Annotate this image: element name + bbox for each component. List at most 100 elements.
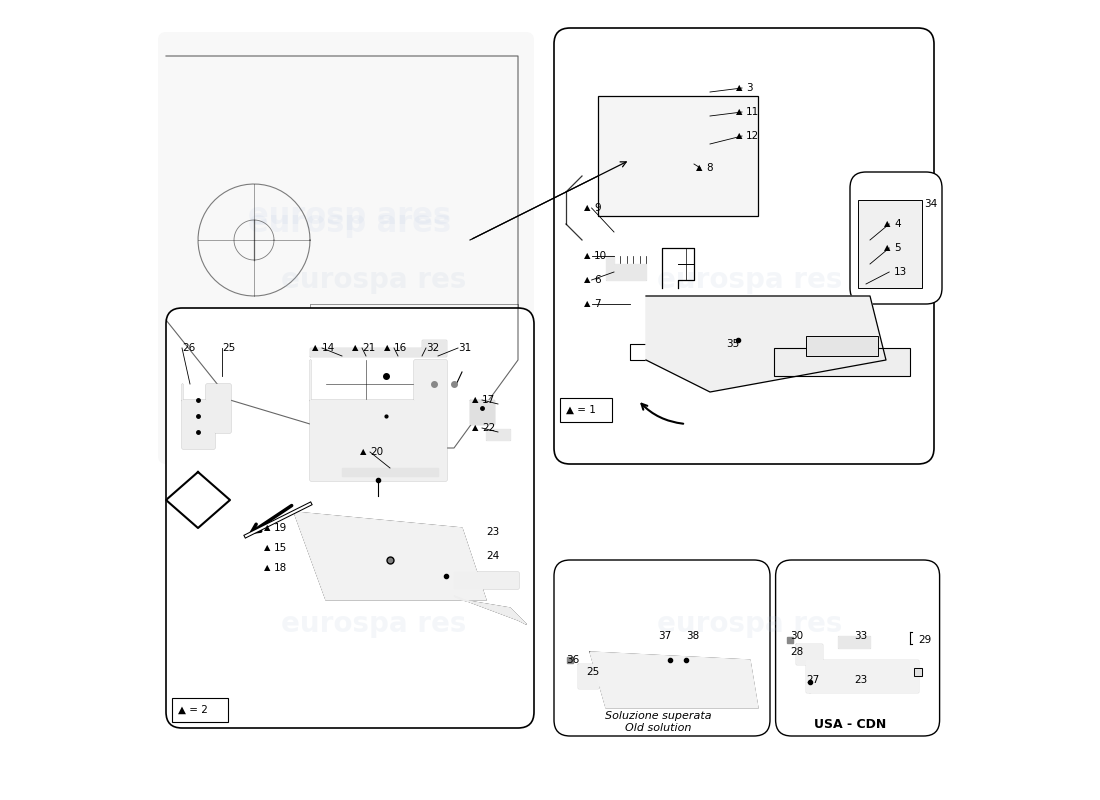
- FancyBboxPatch shape: [554, 28, 934, 464]
- Polygon shape: [166, 472, 230, 528]
- Text: ▲: ▲: [352, 343, 358, 353]
- Text: ▲: ▲: [695, 163, 702, 173]
- Text: 12: 12: [746, 131, 759, 141]
- Text: eurosp ares: eurosp ares: [249, 210, 452, 238]
- Polygon shape: [806, 660, 918, 692]
- Text: 22: 22: [482, 423, 495, 433]
- Text: ▲: ▲: [264, 563, 270, 573]
- Text: 30: 30: [790, 631, 803, 641]
- FancyBboxPatch shape: [850, 172, 942, 304]
- Text: 23: 23: [486, 527, 499, 537]
- Text: 3: 3: [746, 83, 752, 93]
- Text: ▲: ▲: [384, 343, 390, 353]
- Text: 13: 13: [894, 267, 908, 277]
- Text: 29: 29: [918, 635, 932, 645]
- Text: eurosp ares: eurosp ares: [249, 202, 452, 230]
- Polygon shape: [578, 664, 598, 688]
- Text: 10: 10: [594, 251, 607, 261]
- Bar: [774, 348, 910, 376]
- Text: 9: 9: [594, 203, 601, 213]
- Polygon shape: [342, 468, 438, 476]
- Text: eurospa res: eurospa res: [282, 610, 466, 638]
- FancyBboxPatch shape: [158, 32, 534, 464]
- Text: ▲: ▲: [736, 107, 743, 117]
- Polygon shape: [606, 256, 646, 280]
- Text: 5: 5: [894, 243, 901, 253]
- Text: ▲: ▲: [583, 299, 590, 309]
- Text: ▲: ▲: [472, 395, 478, 405]
- Text: 31: 31: [458, 343, 471, 353]
- Text: ▲: ▲: [883, 219, 890, 229]
- Text: ▲: ▲: [736, 131, 743, 141]
- Polygon shape: [454, 572, 518, 588]
- Text: ▲ = 2: ▲ = 2: [178, 705, 208, 715]
- FancyBboxPatch shape: [560, 398, 612, 422]
- Text: 6: 6: [594, 275, 601, 285]
- Text: eurosp ares: eurosp ares: [249, 530, 452, 558]
- Polygon shape: [590, 652, 758, 708]
- Text: ▲: ▲: [583, 203, 590, 213]
- Text: ▲: ▲: [264, 523, 270, 533]
- Text: 38: 38: [686, 631, 700, 641]
- Text: ▲: ▲: [360, 447, 366, 457]
- Text: 17: 17: [482, 395, 495, 405]
- FancyBboxPatch shape: [166, 308, 534, 728]
- Text: ▲: ▲: [583, 275, 590, 285]
- Text: 8: 8: [706, 163, 713, 173]
- Text: eurosp ares: eurosp ares: [249, 530, 452, 558]
- Text: 16: 16: [394, 343, 407, 353]
- Text: 23: 23: [854, 675, 867, 685]
- Text: 33: 33: [854, 631, 867, 641]
- Text: 25: 25: [222, 343, 235, 353]
- Polygon shape: [796, 644, 822, 664]
- Polygon shape: [294, 512, 486, 600]
- Text: eurosp ares: eurosp ares: [249, 370, 452, 398]
- Text: ▲ = 1: ▲ = 1: [566, 405, 596, 415]
- Polygon shape: [486, 429, 510, 440]
- Text: 7: 7: [594, 299, 601, 309]
- Polygon shape: [310, 340, 446, 356]
- Text: 35: 35: [726, 339, 739, 349]
- Text: 11: 11: [746, 107, 759, 117]
- Text: 15: 15: [274, 543, 287, 553]
- Text: 26: 26: [182, 343, 196, 353]
- Text: eurospa res: eurospa res: [282, 266, 466, 294]
- FancyBboxPatch shape: [554, 560, 770, 736]
- Text: 37: 37: [658, 631, 671, 641]
- Text: eurospa res: eurospa res: [658, 266, 843, 294]
- FancyBboxPatch shape: [776, 560, 939, 736]
- Text: 34: 34: [924, 199, 937, 209]
- Text: ▲: ▲: [472, 423, 478, 433]
- Polygon shape: [182, 384, 230, 448]
- Text: 25: 25: [586, 667, 600, 677]
- Bar: [598, 96, 758, 216]
- Text: 36: 36: [566, 655, 580, 665]
- Polygon shape: [454, 596, 526, 624]
- Text: ▲: ▲: [883, 243, 890, 253]
- Text: ▲: ▲: [264, 543, 270, 553]
- Text: 24: 24: [486, 551, 499, 561]
- Text: 19: 19: [274, 523, 287, 533]
- Bar: [806, 336, 878, 356]
- Text: Old solution: Old solution: [625, 723, 691, 733]
- Text: 20: 20: [370, 447, 383, 457]
- Text: 27: 27: [806, 675, 820, 685]
- Bar: [858, 200, 922, 288]
- Polygon shape: [646, 296, 886, 392]
- Text: 14: 14: [322, 343, 335, 353]
- Text: eurosp ares: eurosp ares: [249, 370, 452, 398]
- Text: 32: 32: [426, 343, 439, 353]
- Text: 28: 28: [790, 647, 803, 657]
- Text: ▲: ▲: [583, 251, 590, 261]
- Polygon shape: [310, 360, 446, 480]
- Text: USA - CDN: USA - CDN: [814, 718, 887, 730]
- Text: Soluzione superata: Soluzione superata: [605, 711, 712, 721]
- Text: ▲: ▲: [736, 83, 743, 93]
- Polygon shape: [838, 636, 870, 648]
- Polygon shape: [470, 400, 494, 424]
- Text: 4: 4: [894, 219, 901, 229]
- Text: 21: 21: [362, 343, 375, 353]
- Text: ▲: ▲: [311, 343, 318, 353]
- FancyBboxPatch shape: [173, 698, 228, 722]
- Text: 18: 18: [274, 563, 287, 573]
